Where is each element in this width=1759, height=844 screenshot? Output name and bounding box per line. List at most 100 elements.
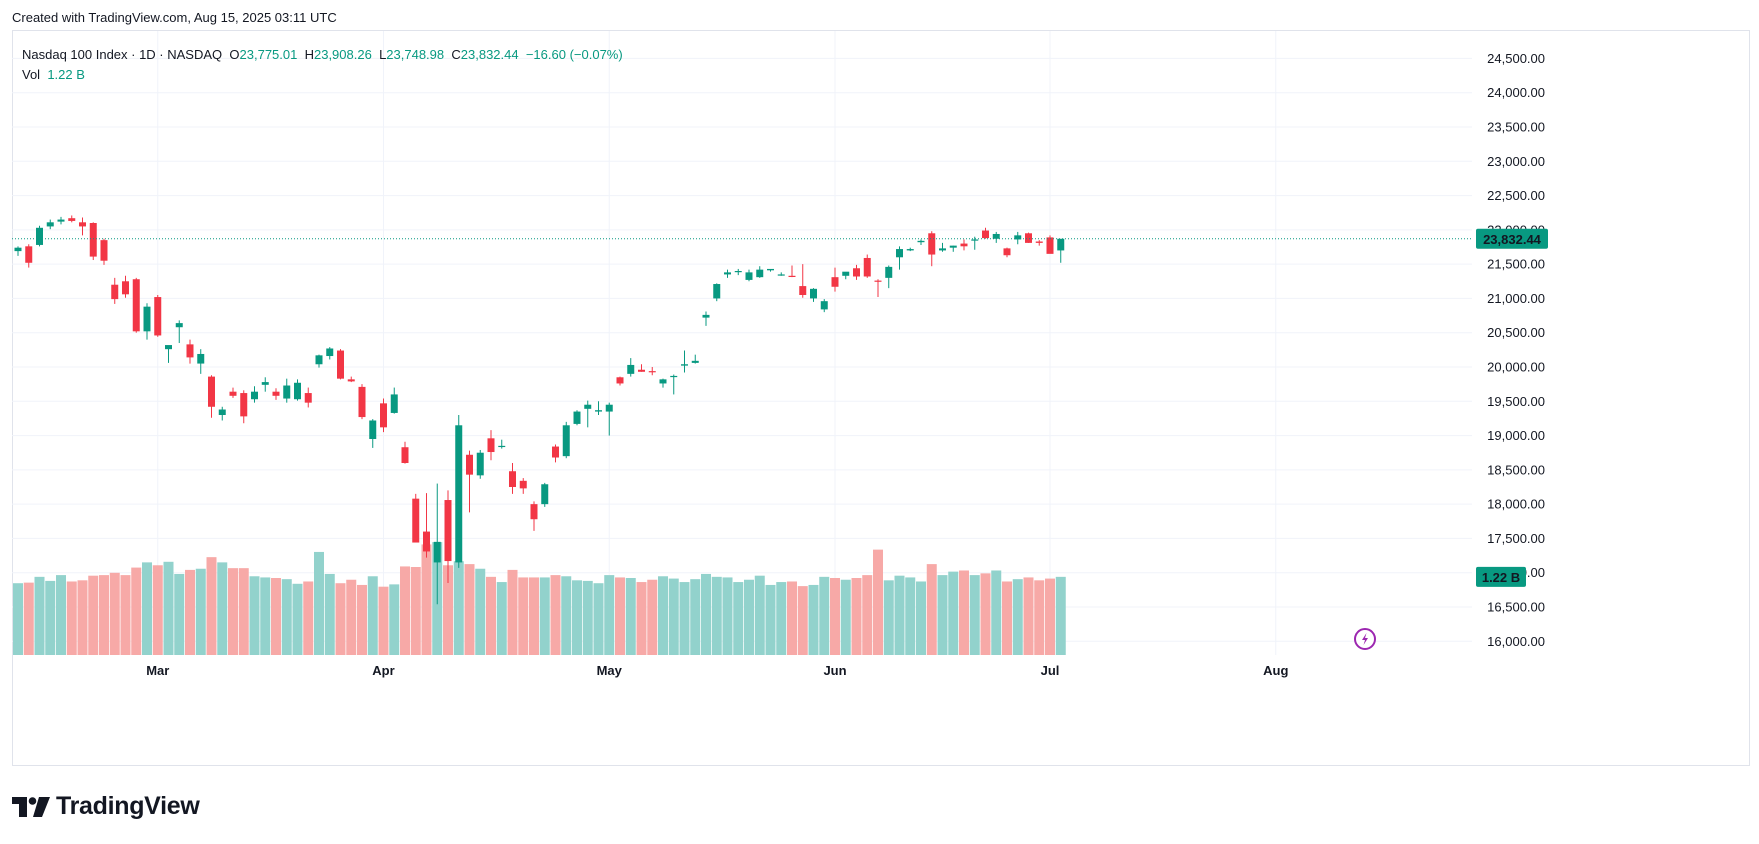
candle-body: [326, 348, 334, 357]
candle-body: [702, 314, 710, 318]
volume-bar: [926, 564, 937, 655]
candle-body: [670, 375, 678, 378]
volume-bar: [206, 557, 217, 655]
high-label: H: [304, 47, 314, 62]
candle-body: [444, 500, 452, 562]
candle-body: [390, 394, 398, 413]
candle-body: [272, 391, 280, 396]
volume-bar: [281, 579, 292, 655]
y-tick-label: 19,500.00: [1487, 394, 1545, 409]
volume-bar: [357, 584, 367, 655]
volume-bar: [185, 569, 195, 655]
volume-bar: [808, 584, 819, 655]
volume-bar: [34, 576, 45, 655]
volume-bar: [873, 549, 883, 655]
candle-body: [799, 286, 807, 295]
volume-bar: [980, 573, 991, 655]
x-tick-label: Apr: [372, 663, 394, 678]
volume-bar: [894, 575, 905, 655]
volume-bar: [593, 583, 604, 655]
y-tick-label: 23,000.00: [1487, 154, 1545, 169]
volume-bar: [109, 572, 120, 655]
candle-body: [79, 222, 86, 227]
volume-bar: [701, 573, 711, 655]
volume-bar: [260, 577, 271, 655]
volume-bar: [335, 583, 346, 655]
volume-bar: [711, 576, 722, 655]
candle-body: [605, 404, 613, 412]
volume-bar: [120, 575, 131, 655]
candle-body: [949, 245, 957, 248]
candle-body: [928, 233, 936, 255]
candle-body: [304, 393, 312, 403]
candle-body: [691, 360, 699, 363]
candle-body: [229, 391, 237, 396]
candle-body: [831, 277, 839, 287]
volume-bar: [722, 577, 733, 655]
volume-bar: [572, 580, 582, 655]
last-volume-label: 1.22 B: [1482, 570, 1520, 585]
candle-body: [294, 382, 301, 400]
volume-bar: [389, 584, 400, 655]
y-tick-label: 19,000.00: [1487, 428, 1545, 443]
x-tick-label: May: [597, 663, 623, 678]
volume-bar: [131, 567, 142, 655]
candle-body: [584, 404, 592, 409]
candle-body: [1025, 233, 1032, 243]
volume-bar: [23, 582, 34, 655]
candle-body: [165, 345, 172, 350]
volume-bar: [615, 577, 625, 655]
volume-bar: [916, 581, 926, 655]
volume-bar: [969, 575, 980, 655]
candle-body: [573, 411, 581, 424]
y-tick-label: 21,000.00: [1487, 291, 1545, 306]
volume-bar: [421, 544, 432, 655]
candle-body: [842, 271, 850, 276]
candle-body: [132, 279, 140, 332]
volume-bar: [56, 575, 66, 655]
volume-bar: [582, 580, 593, 655]
x-tick-label: Jul: [1041, 663, 1060, 678]
volume-bar: [507, 569, 518, 655]
volume-bar: [292, 583, 303, 655]
volume-bar: [271, 578, 281, 655]
candle-body: [143, 306, 151, 332]
volume-bar: [1045, 578, 1055, 655]
candle-body: [36, 227, 43, 245]
last-volume-badge: [1476, 566, 1526, 587]
candle-body: [261, 382, 269, 385]
open-value: 23,775.01: [239, 47, 298, 62]
volume-bar: [733, 582, 744, 655]
candle-body: [681, 364, 688, 366]
candle-body: [315, 355, 323, 365]
volume-bar: [152, 565, 163, 655]
candle-body: [939, 248, 946, 251]
candle-body: [455, 425, 463, 563]
volume-bar: [228, 568, 238, 655]
volume-bar: [851, 578, 862, 655]
volume-bar: [314, 551, 324, 655]
change-value: −16.60 (−0.07%): [525, 47, 623, 62]
volume-bar: [776, 582, 787, 655]
volume-bar: [959, 570, 969, 655]
candle-body: [369, 420, 377, 439]
candle-body: [713, 284, 721, 299]
tradingview-brand[interactable]: TradingView: [12, 792, 200, 821]
volume-bar: [1055, 576, 1066, 655]
candle-body: [562, 425, 570, 457]
candle-body: [498, 445, 506, 448]
x-tick-label: Jun: [823, 663, 846, 678]
volume-bar: [905, 577, 916, 655]
candle-body: [100, 240, 108, 261]
chart-credit: Created with TradingView.com, Aug 15, 20…: [12, 10, 337, 25]
volume-row: Vol 1.22 B: [22, 65, 623, 85]
volume-bar: [453, 561, 464, 655]
volume-bar: [948, 571, 959, 655]
volume-bar: [324, 573, 335, 655]
candle-body: [337, 350, 344, 379]
volume-bar: [142, 562, 152, 655]
candle-body: [57, 219, 65, 222]
tradingview-logo-icon: [12, 796, 50, 817]
volume-bar: [496, 582, 507, 655]
